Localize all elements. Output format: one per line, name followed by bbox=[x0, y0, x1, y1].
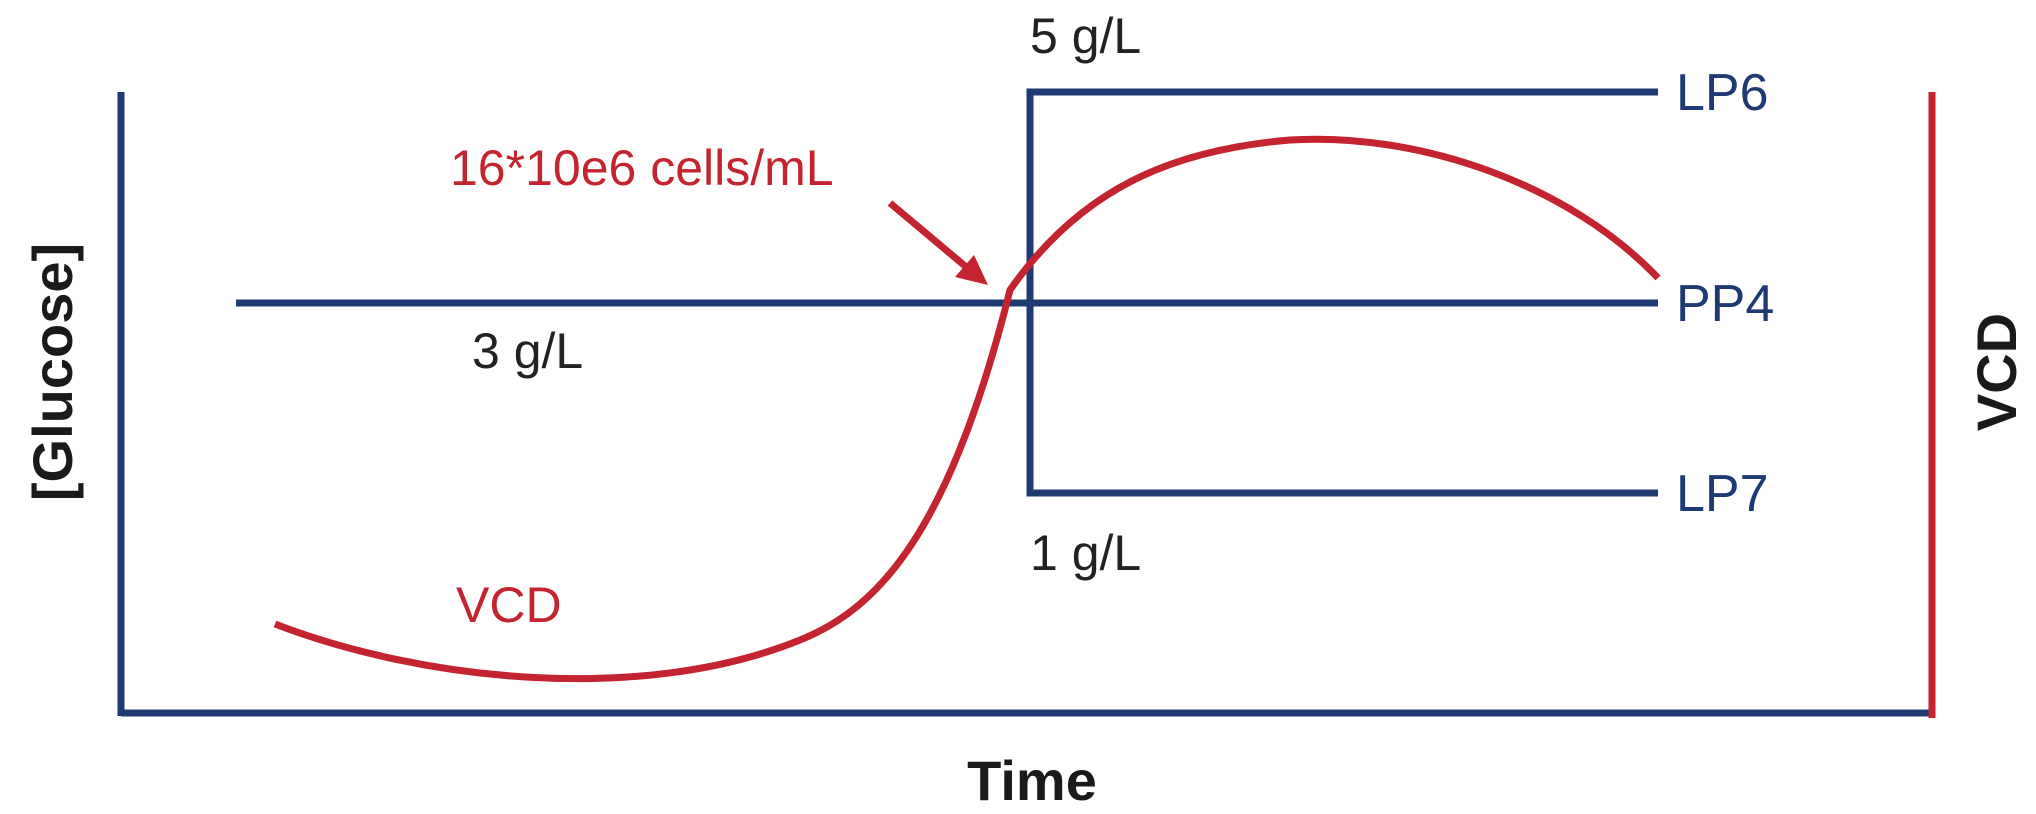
threshold-arrow-head bbox=[955, 255, 988, 285]
condition-low-label: LP7 bbox=[1676, 465, 1769, 523]
vcd-curve-label: VCD bbox=[456, 577, 562, 633]
glucose-low-line bbox=[1026, 303, 1658, 497]
x-axis-title: Time bbox=[967, 749, 1097, 812]
y-axis-left-title: [Glucose] bbox=[21, 243, 84, 501]
vcd-threshold-annotation: 16*10e6 cells/mL bbox=[450, 140, 834, 196]
vcd-curve bbox=[273, 135, 1661, 683]
glucose-low-label: 1 g/L bbox=[1030, 525, 1141, 581]
threshold-arrow-shaft bbox=[887, 200, 968, 269]
glucose-high-label: 5 g/L bbox=[1030, 8, 1141, 64]
glucose-high-line bbox=[1026, 88, 1658, 303]
condition-mid-label: PP4 bbox=[1676, 275, 1774, 333]
condition-high-label: LP6 bbox=[1676, 64, 1769, 122]
glucose-mid-label: 3 g/L bbox=[472, 323, 583, 379]
y-axis-right-title: VCD bbox=[1965, 313, 2028, 431]
